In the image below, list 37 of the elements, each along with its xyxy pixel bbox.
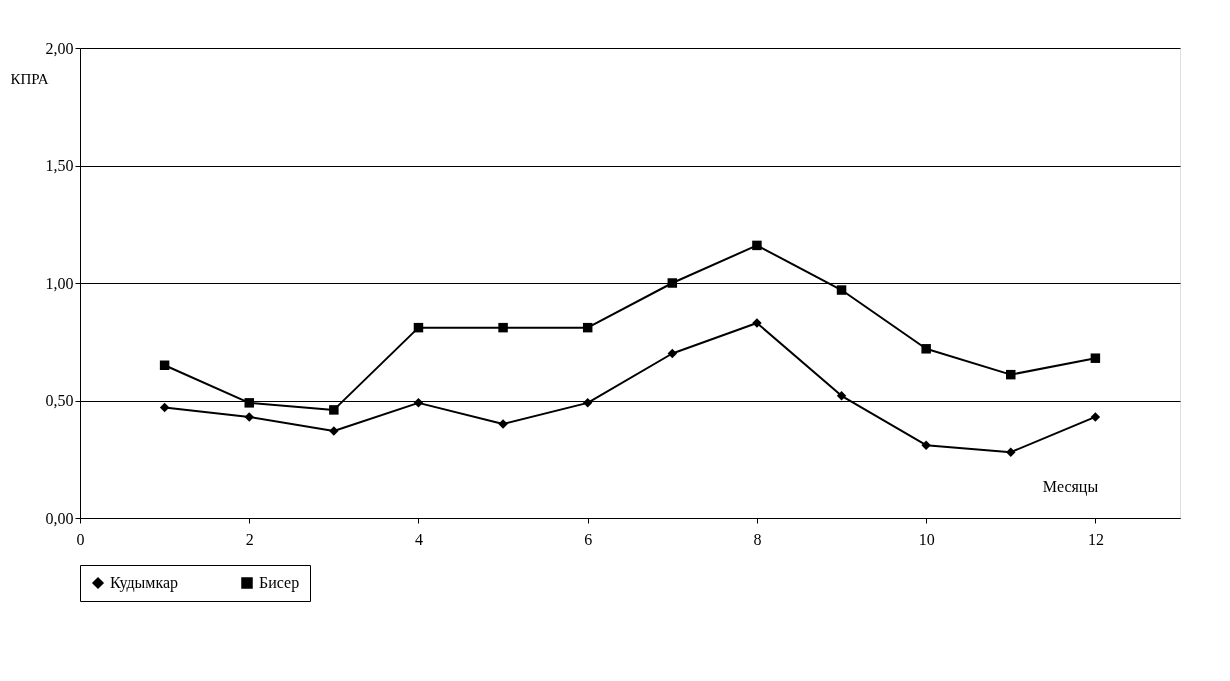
point <box>413 398 424 408</box>
point <box>413 322 424 333</box>
x-tick-label: 8 <box>753 530 762 548</box>
x-tick-label: 0 <box>76 530 85 548</box>
y-tick-label: 1,50 <box>45 157 74 174</box>
point <box>1006 447 1016 457</box>
x-tick-label: 2 <box>245 530 254 548</box>
point <box>1090 353 1101 363</box>
y-axis-title: КПРА <box>10 70 49 87</box>
x-tick-label: 6 <box>584 530 593 548</box>
point <box>836 285 847 295</box>
point <box>836 391 847 401</box>
point <box>582 322 593 333</box>
legend-label: Кудымкар <box>110 574 179 592</box>
x-tick-label: 10 <box>918 530 935 548</box>
point <box>244 412 254 422</box>
point <box>667 278 678 288</box>
y-tick-label: 1,00 <box>45 274 74 292</box>
point <box>498 322 508 333</box>
point <box>1006 369 1016 380</box>
point <box>667 348 678 359</box>
point <box>921 344 931 354</box>
point <box>329 405 339 415</box>
point <box>244 398 254 408</box>
x-tick-label: 4 <box>414 530 423 548</box>
y-tick-label: 0,00 <box>45 509 74 527</box>
y-tick-label: 2,00 <box>45 39 74 57</box>
point <box>159 402 170 413</box>
x-tick-label: 12 <box>1087 530 1104 548</box>
point <box>1090 412 1101 422</box>
point <box>921 440 931 450</box>
y-tick-label: 0,50 <box>45 392 74 409</box>
point <box>582 398 593 408</box>
point <box>752 240 762 251</box>
legend-label: Бисер <box>259 574 300 592</box>
x-axis-title: Месяцы <box>1042 477 1099 496</box>
point <box>159 360 170 370</box>
